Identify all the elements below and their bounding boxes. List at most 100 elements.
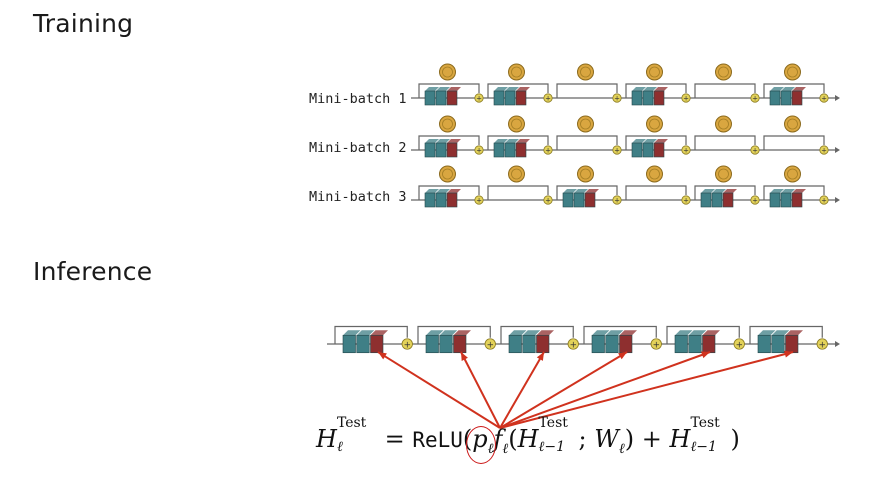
layer-block [771, 334, 785, 354]
inference-title: Inference [33, 257, 153, 286]
block-row: + + + + + + [411, 115, 840, 158]
highlight-circle [466, 426, 497, 464]
layer-top [723, 189, 737, 193]
plus-sign: + [752, 95, 758, 103]
coin-face [511, 66, 522, 78]
layer-top [436, 139, 450, 143]
layer-top [453, 330, 471, 336]
skip-connection [418, 185, 480, 200]
coin-face [580, 66, 591, 78]
coin-icon [715, 63, 732, 81]
probability-arrow [499, 351, 794, 429]
layer-block [439, 334, 453, 354]
skip-connection [418, 135, 480, 150]
coin-face [718, 168, 729, 180]
skip-connection [583, 325, 657, 344]
coin-face [580, 118, 591, 130]
layer-top [516, 139, 530, 143]
block-row: + + + + + + [411, 63, 840, 106]
coin-icon [577, 63, 594, 81]
coin-icon [646, 115, 663, 133]
coin-icon [784, 165, 801, 183]
layer-top [643, 87, 657, 91]
skip-connection [625, 185, 687, 200]
probability-arrow [499, 351, 628, 429]
layer-top [792, 87, 806, 91]
layer-top [447, 189, 461, 193]
layer-top [654, 139, 668, 143]
layer-block [702, 334, 716, 354]
skip-connection [763, 135, 825, 150]
plus-sign: + [545, 197, 551, 205]
plus-sign: + [614, 147, 620, 155]
layer-block [504, 142, 516, 158]
layer-block [515, 142, 527, 158]
plus-sign: + [821, 147, 827, 155]
layer-top [785, 330, 803, 336]
block-row: + + + + + + [327, 325, 840, 354]
layer-top [781, 189, 795, 193]
layer-top [425, 87, 439, 91]
layer-top [688, 330, 707, 336]
plus-sign: + [570, 340, 577, 350]
skip-connection [487, 185, 549, 200]
coin-icon [784, 63, 801, 81]
coin-icon [784, 115, 801, 133]
skip-connection [625, 135, 687, 150]
plus-node [484, 338, 496, 350]
skip-connection [625, 83, 687, 98]
coin-face [580, 168, 591, 180]
layer-top [632, 87, 646, 91]
plus-sign: + [545, 147, 551, 155]
coin-face [787, 168, 798, 180]
coin-icon [508, 115, 525, 133]
layer-top [522, 330, 541, 336]
coin-icon [577, 165, 594, 183]
layer-top [605, 330, 624, 336]
plus-node [612, 145, 622, 155]
coin-face [442, 168, 453, 180]
plus-sign: + [404, 340, 411, 350]
skip-connection [666, 325, 740, 344]
coin-icon [439, 115, 456, 133]
skip-connection [418, 83, 480, 98]
layer-block [435, 192, 447, 208]
layer-block [504, 90, 516, 106]
layer-top [439, 330, 458, 336]
plus-sign: + [683, 95, 689, 103]
plus-node [612, 93, 622, 103]
layer-top [426, 330, 444, 336]
layer-block [642, 90, 654, 106]
coin-icon [439, 165, 456, 183]
plus-node [681, 195, 691, 205]
layer-block [435, 142, 447, 158]
layer-block [757, 334, 771, 354]
block-row: + + + + + + [411, 165, 840, 208]
skip-connection [556, 185, 618, 200]
plus-node [750, 195, 760, 205]
layer-top [425, 189, 439, 193]
plus-node [567, 338, 579, 350]
mini-batch-1-label: Mini-batch 1 [309, 91, 407, 107]
layer-block [700, 192, 712, 208]
coin-icon [646, 63, 663, 81]
layer-top [632, 139, 646, 143]
plus-sign: + [476, 95, 482, 103]
plus-node [819, 93, 829, 103]
layer-block [515, 90, 527, 106]
plus-sign: + [487, 340, 494, 350]
coin-face [511, 168, 522, 180]
formula: H Test ℓ = ReLU(pℓfℓ(H Test ℓ−1; Wℓ) + H Test… [316, 415, 740, 464]
plus-sign: + [752, 197, 758, 205]
layer-top [619, 330, 637, 336]
layer-block [536, 334, 550, 354]
layer-block [493, 142, 505, 158]
arrow-head [618, 352, 627, 360]
layer-block [631, 90, 643, 106]
layer-block [791, 90, 803, 106]
layer-block [785, 334, 799, 354]
arrow-head [835, 341, 840, 347]
mini-batch-3-label: Mini-batch 3 [309, 189, 407, 205]
layer-top [370, 330, 388, 336]
plus-node [750, 93, 760, 103]
